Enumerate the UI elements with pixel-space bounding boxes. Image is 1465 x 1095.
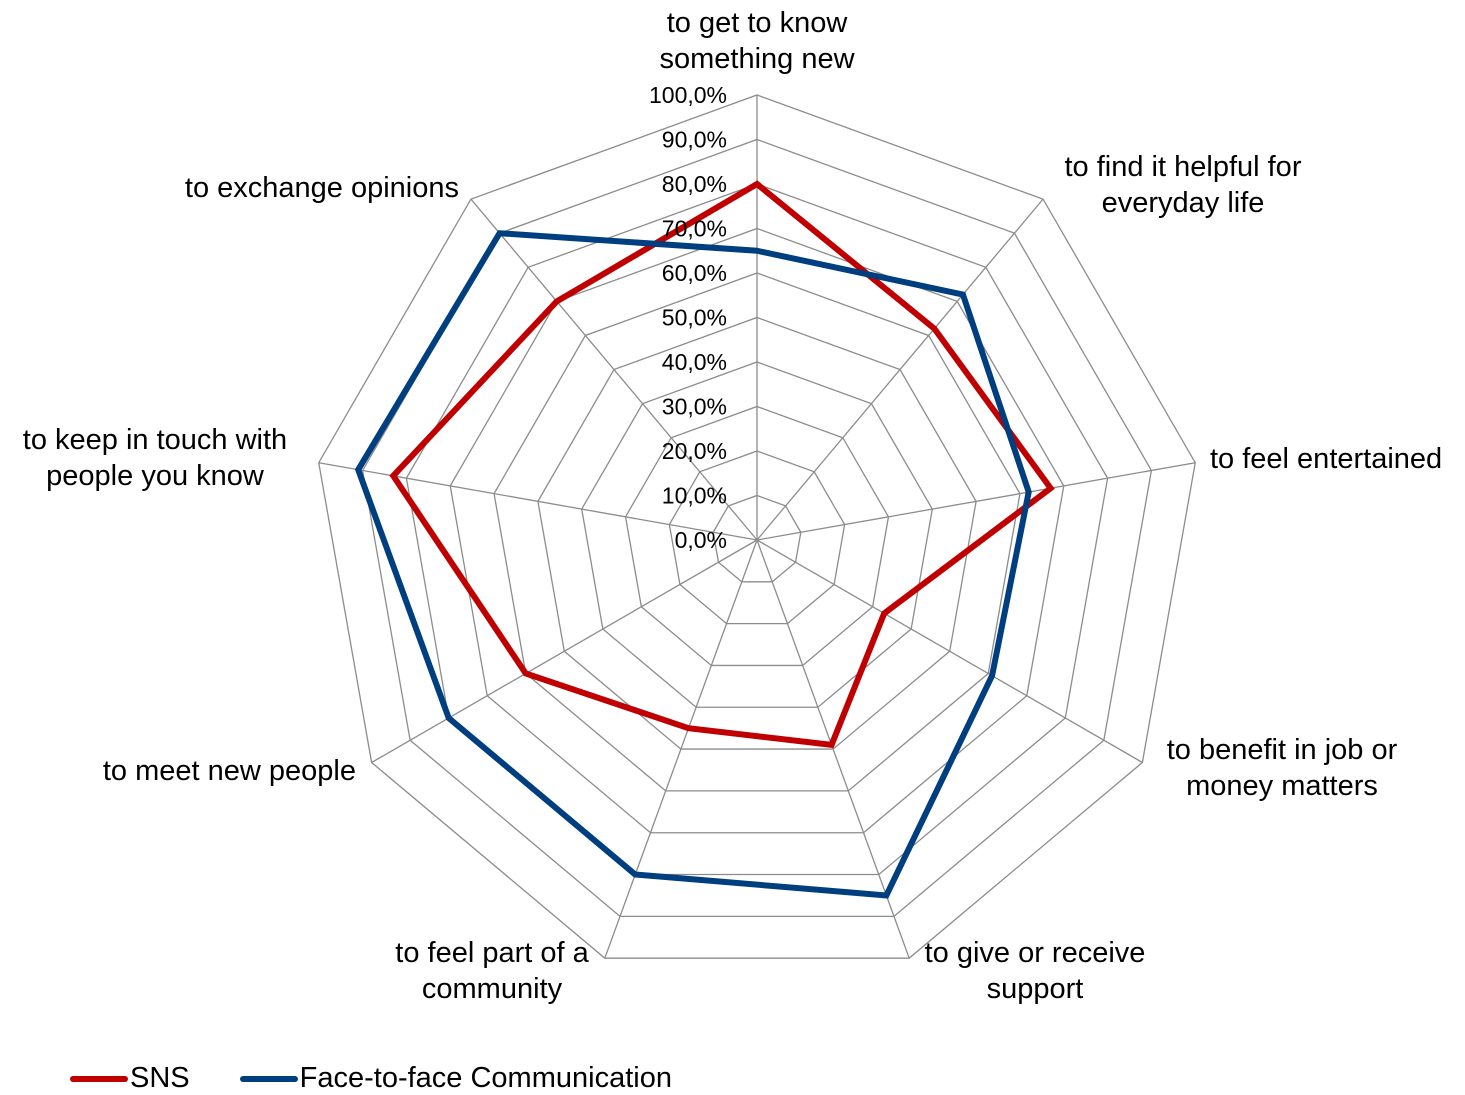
grid-spoke xyxy=(757,540,1142,763)
legend-swatch-face-to-face xyxy=(240,1076,298,1082)
grid-spoke xyxy=(757,463,1195,540)
category-label: to feel entertained xyxy=(1210,443,1442,475)
series-line-face-to-face xyxy=(358,233,1029,895)
radar-chart: 0,0% 10,0% 20,0% 30,0% 40,0% 50,0% 60,0% 70,0% 8… xyxy=(0,0,1465,1060)
radar-grid xyxy=(319,95,1195,958)
category-label: to meet new people xyxy=(103,755,356,787)
tick-label: 40,0% xyxy=(662,349,727,375)
tick-label: 10,0% xyxy=(662,483,727,509)
tick-label: 50,0% xyxy=(662,305,727,331)
legend-label-sns: SNS xyxy=(130,1062,190,1095)
tick-label: 60,0% xyxy=(662,260,727,286)
radial-tick-labels: 0,0% 10,0% 20,0% 30,0% 40,0% 50,0% 60,0% 70,0% 8… xyxy=(649,82,727,553)
legend-item-sns: SNS xyxy=(70,1062,190,1095)
tick-label: 100,0% xyxy=(649,82,727,108)
tick-label: 30,0% xyxy=(662,394,727,420)
legend-label-face-to-face: Face-to-face Communication xyxy=(300,1062,672,1095)
tick-label: 20,0% xyxy=(662,438,727,464)
legend: SNS Face-to-face Communication xyxy=(70,1062,722,1095)
legend-item-face-to-face: Face-to-face Communication xyxy=(240,1062,672,1095)
legend-swatch-sns xyxy=(70,1076,128,1082)
grid-spoke xyxy=(757,199,1043,540)
category-label: to exchange opinions xyxy=(185,172,459,204)
tick-label: 70,0% xyxy=(662,216,727,242)
tick-label: 80,0% xyxy=(662,171,727,197)
tick-label: 90,0% xyxy=(662,127,727,153)
tick-label: 0,0% xyxy=(675,527,727,553)
